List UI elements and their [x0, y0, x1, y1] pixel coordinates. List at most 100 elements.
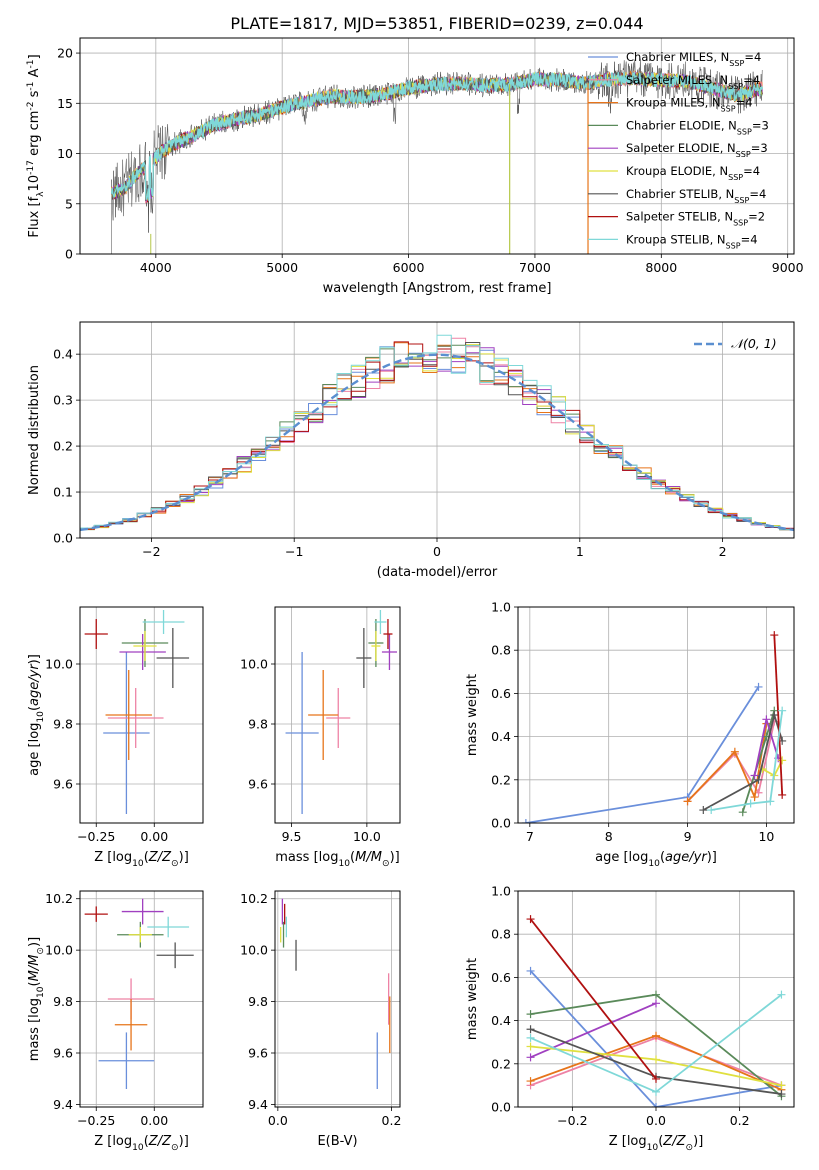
errorbar-point-4	[381, 634, 397, 670]
errorbar-point-6	[156, 628, 190, 688]
mass-weight-marker	[746, 799, 755, 808]
y-tick-label: 20	[57, 46, 73, 61]
mass-weight-marker	[652, 1055, 660, 1064]
y-tick-label: 10.0	[45, 657, 73, 672]
mass-weight-marker	[526, 1010, 535, 1019]
y-tick-label: 0.2	[491, 1056, 511, 1071]
x-tick-label: 0.2	[730, 1113, 750, 1128]
y-axis-label: mass [log10(M/M⊙)]	[27, 937, 46, 1061]
y-tick-label: 15	[57, 96, 73, 111]
errorbar-point-0	[285, 652, 319, 814]
legend-gaussian-label: 𝒩(0, 1)	[731, 336, 777, 351]
mass-weight-marker	[699, 806, 708, 815]
x-tick-label: 2	[719, 544, 727, 559]
x-tick-label: 0.00	[140, 1113, 168, 1128]
legend: Chabrier MILES, NSSP=4 Salpeter MILES, NS…	[588, 50, 769, 250]
mass-weight-marker	[526, 1053, 535, 1062]
y-tick-label: 9.8	[248, 717, 268, 732]
axes-frame	[274, 606, 401, 824]
x-tick-label: 10	[758, 829, 774, 844]
y-tick-label: 0.8	[491, 643, 511, 658]
y-tick-label: 9.6	[248, 1046, 268, 1061]
y-axis-label: Flux [fλ10-17 erg cm-2 s-1 A-1]	[26, 54, 46, 237]
mass-weight-marker	[754, 775, 763, 784]
legend-label-5: Kroupa ELODIE, NSSP=4	[626, 164, 760, 182]
y-tick-label: 10.0	[240, 943, 268, 958]
mass-weight-marker	[778, 790, 787, 799]
axes-frame	[79, 321, 795, 539]
y-tick-label: 0.4	[53, 347, 73, 362]
errorbar-point-0	[98, 1032, 155, 1089]
errorbar-point-2	[105, 670, 152, 760]
mass-weight-line-2	[686, 723, 768, 803]
x-tick-label: 7000	[519, 260, 551, 275]
errorbar-point-8	[142, 610, 185, 634]
figure-title: PLATE=1817, MJD=53851, FIBERID=0239, z=0…	[230, 14, 643, 33]
errorbar-point-5	[371, 631, 381, 661]
x-axis-label: Z [log10(Z/Z⊙)]	[94, 850, 189, 869]
panel-spectrum: 4000 5000 6000 7000 8000 9000 0 5 10 15 20 waveleng…	[26, 37, 804, 296]
x-tick-label: 4000	[140, 260, 172, 275]
x-tick-label: 0	[433, 544, 441, 559]
y-tick-label: 10.0	[45, 943, 73, 958]
legend-label-2: Kroupa MILES, NSSP=4	[626, 96, 753, 114]
mass-weight-marker	[652, 990, 660, 999]
panel-age-vs-Z: −0.25 0.00 9.6 9.8 10.0 Z [log10(Z/Z⊙)] age [l…	[27, 606, 204, 869]
panel-massweight-vs-age: 7 8 9 10 0.0 0.2 0.4 0.6 0.8 1.0 age [log10(age/yr…	[465, 600, 795, 869]
y-tick-label: 9.6	[53, 777, 73, 792]
mass-weight-marker	[683, 797, 692, 806]
y-tick-label: 0.8	[491, 927, 511, 942]
errorbar-point-2	[308, 670, 339, 760]
x-tick-label: −0.25	[77, 829, 115, 844]
mass-weight-marker	[766, 797, 775, 806]
mass-weight-marker	[652, 999, 660, 1008]
mass-weight-marker	[754, 682, 763, 691]
mass-weight-marker	[652, 1087, 660, 1096]
y-axis-label: Normed distribution	[27, 365, 42, 495]
y-tick-label: 10.0	[240, 657, 268, 672]
mass-weight-marker	[770, 711, 779, 719]
panel-mass-vs-Z: −0.25 0.00 9.4 9.6 9.8 10.0 10.2 Z [log10(Z/Z⊙)…	[27, 890, 204, 1153]
panel-mass-vs-ebv: 0.0 0.2 9.4 9.6 9.8 10.0 10.2 E(B-V)	[240, 890, 402, 1149]
errorbar-point-1	[107, 688, 164, 748]
mass-weight-marker	[750, 771, 759, 780]
mass-weight-marker	[526, 1033, 535, 1042]
mass-weight-line-1	[686, 721, 776, 803]
y-tick-label: 1.0	[491, 884, 511, 899]
axes-frame	[79, 37, 795, 255]
x-tick-label: 6000	[393, 260, 425, 275]
x-tick-label: 0.0	[646, 1113, 666, 1128]
x-axis-label: (data-model)/error	[377, 565, 498, 580]
mass-weight-marker	[707, 806, 716, 815]
axes-frame	[517, 606, 795, 824]
plot-area	[280, 898, 391, 1089]
x-tick-label: 0.2	[382, 1113, 402, 1128]
x-axis-label: age [log10(age/yr)]	[595, 850, 717, 869]
y-tick-label: 10.2	[45, 891, 73, 906]
x-tick-label: −0.25	[77, 1113, 115, 1128]
mass-weight-marker	[526, 1077, 535, 1086]
errorbar-point-1	[326, 688, 351, 748]
mass-weight-line-7	[773, 635, 784, 795]
mass-weight-marker	[652, 1103, 660, 1107]
x-tick-label: −1	[285, 544, 303, 559]
y-tick-label: 9.4	[248, 1097, 268, 1112]
x-tick-label: 8	[605, 829, 613, 844]
x-tick-label: 5000	[266, 260, 298, 275]
legend-label-0: Chabrier MILES, NSSP=4	[626, 50, 761, 68]
mass-weight-marker	[526, 1042, 535, 1051]
legend-label-6: Chabrier STELIB, NSSP=4	[626, 187, 766, 205]
x-tick-label: 9	[684, 829, 692, 844]
panel-residual-hist: −2 −1 0 1 2 0.0 0.1 0.2 0.3 0.4 (data-model)/error…	[27, 321, 795, 580]
y-tick-label: 5	[65, 196, 73, 211]
legend-label-1: Salpeter MILES, NSSP=4	[626, 73, 760, 91]
panel-age-vs-mass: 9.5 10.0 9.6 9.8 10.0 mass [log10(M/M⊙)]	[240, 606, 401, 869]
y-tick-label: 0.0	[491, 1100, 511, 1115]
axes-frame	[79, 890, 204, 1108]
mass-weight-marker	[750, 793, 759, 802]
y-tick-label: 0.2	[53, 439, 73, 454]
errorbar-point-7	[383, 619, 393, 649]
plot-area	[285, 610, 397, 814]
y-tick-label: 9.8	[53, 994, 73, 1009]
